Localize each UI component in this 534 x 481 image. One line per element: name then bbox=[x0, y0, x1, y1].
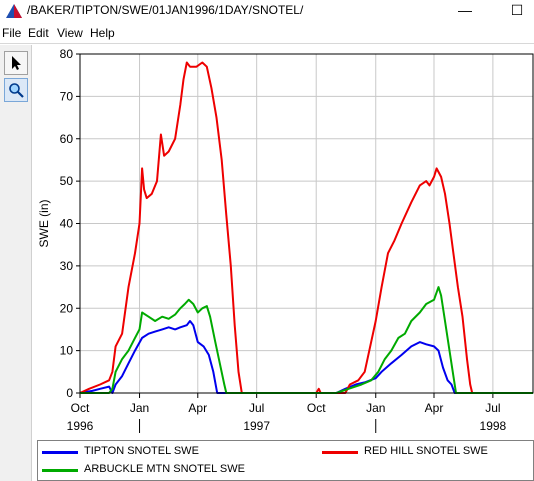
x-tick-label: Apr bbox=[425, 401, 444, 415]
series-line-arbuckle-mtn-snotel-swe bbox=[80, 286, 533, 394]
legend-swatch-red-hill bbox=[322, 451, 358, 454]
series-line-tipton-snotel-swe bbox=[79, 320, 533, 394]
legend-swatch-arbuckle bbox=[42, 469, 78, 472]
y-tick-label: 70 bbox=[60, 89, 74, 103]
menu-edit[interactable]: Edit bbox=[28, 26, 49, 40]
app-logo-icon bbox=[6, 4, 22, 18]
plot-frame-border bbox=[79, 53, 534, 394]
y-tick-label: 40 bbox=[60, 217, 74, 231]
y-tick-label: 80 bbox=[60, 47, 74, 61]
x-tick-label: Jul bbox=[249, 401, 264, 415]
series-line-red-hill-snotel-swe bbox=[79, 61, 533, 394]
menu-help[interactable]: Help bbox=[90, 26, 115, 40]
tool-panel bbox=[0, 45, 32, 481]
y-tick-label: 60 bbox=[60, 132, 74, 146]
x-tick-label: Jul bbox=[485, 401, 500, 415]
legend-label-arbuckle: ARBUCKLE MTN SNOTEL SWE bbox=[84, 463, 245, 475]
menu-bar: File Edit View Help bbox=[0, 24, 534, 44]
zoom-magnifier-icon bbox=[9, 83, 24, 98]
y-tick-label: 30 bbox=[60, 259, 74, 273]
chart-legend: TIPTON SNOTEL SWE RED HILL SNOTEL SWE AR… bbox=[37, 440, 534, 481]
swe-line-chart[interactable]: 0 10 20 30 40 50 60 70 80 Oct Jan Apr Jul Oct Jan Apr Ju… bbox=[33, 45, 534, 437]
x-tick-label: Apr bbox=[188, 401, 207, 415]
legend-label-red-hill: RED HILL SNOTEL SWE bbox=[364, 445, 488, 457]
title-bar: /BAKER/TIPTON/SWE/01JAN1996/1DAY/SNOTEL/… bbox=[0, 0, 534, 22]
y-tick-label: 0 bbox=[66, 386, 73, 400]
y-tick-label: 50 bbox=[60, 174, 74, 188]
pointer-arrow-icon bbox=[12, 56, 21, 70]
legend-label-tipton: TIPTON SNOTEL SWE bbox=[84, 445, 199, 457]
x-year-label: 1998 bbox=[480, 419, 507, 433]
window-title: /BAKER/TIPTON/SWE/01JAN1996/1DAY/SNOTEL/ bbox=[27, 3, 304, 17]
x-tick-label: Oct bbox=[307, 401, 326, 415]
menu-view[interactable]: View bbox=[57, 26, 83, 40]
menu-file[interactable]: File bbox=[2, 26, 22, 40]
pointer-tool-button[interactable] bbox=[4, 51, 28, 75]
y-tick-label: 20 bbox=[60, 301, 74, 315]
x-year-label: 1996 bbox=[67, 419, 94, 433]
x-year-label: 1997 bbox=[243, 419, 270, 433]
minimize-button[interactable]: — bbox=[458, 2, 472, 18]
x-tick-label: Jan bbox=[130, 401, 149, 415]
y-axis-label: SWE (in) bbox=[37, 199, 51, 247]
zoom-tool-button[interactable] bbox=[4, 78, 28, 102]
plot-panel[interactable]: 0 10 20 30 40 50 60 70 80 Oct Jan Apr Jul Oct Jan Apr Ju… bbox=[33, 45, 534, 437]
y-tick-label: 10 bbox=[60, 344, 74, 358]
x-tick-label: Oct bbox=[71, 401, 90, 415]
legend-swatch-tipton bbox=[42, 451, 78, 454]
x-tick-label: Jan bbox=[366, 401, 385, 415]
maximize-button[interactable]: ☐ bbox=[510, 2, 524, 18]
